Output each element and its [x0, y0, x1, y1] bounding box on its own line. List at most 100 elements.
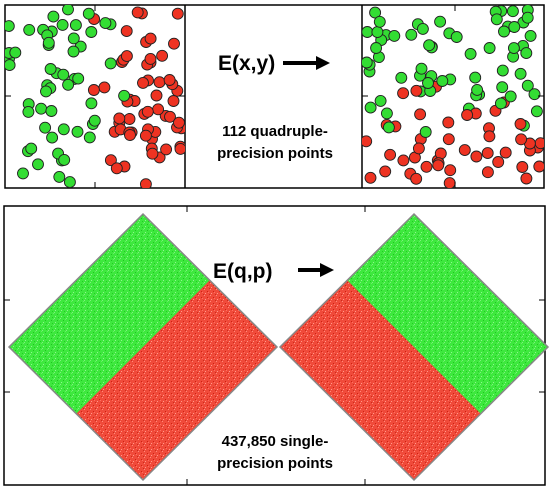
particle-disk: [442, 116, 455, 129]
bottom-tick-marks: [4, 206, 545, 485]
particle-disk: [374, 94, 387, 107]
particle-disk: [481, 166, 494, 179]
left-diamond: [7, 212, 279, 482]
particle-disk: [410, 172, 423, 185]
particle-disk: [32, 158, 44, 171]
particle-disk: [88, 114, 101, 127]
particle-disk: [388, 29, 401, 42]
particle-disk: [45, 105, 58, 117]
particle-disk: [410, 84, 423, 97]
particle-disk: [514, 67, 527, 80]
particle-disk: [72, 72, 85, 85]
particle-disk: [62, 5, 74, 16]
particle-disk: [156, 49, 169, 62]
particle-disk: [174, 142, 185, 155]
top-panel: E(x,y) 112 quadruple- precision points: [4, 4, 545, 189]
bottom-caption-line1: 437,850 single-: [222, 433, 329, 450]
particle-disk: [104, 154, 117, 167]
particle-disk: [397, 154, 410, 167]
particle-disk: [153, 76, 166, 89]
particle-disk: [5, 59, 16, 72]
top-arrow-icon: [283, 56, 330, 70]
particle-disk: [450, 31, 463, 43]
particle-disk: [371, 26, 384, 39]
particle-disk: [144, 32, 157, 45]
particle-disk: [85, 97, 98, 110]
particle-disk: [164, 110, 176, 123]
bottom-caption-line2: precision points: [217, 455, 333, 472]
particle-disk: [124, 129, 136, 141]
particle-disk: [46, 131, 59, 144]
particle-disk: [379, 165, 392, 178]
particle-disk: [516, 161, 529, 173]
particle-disk: [120, 25, 133, 38]
particle-disk: [57, 123, 70, 136]
particle-disk: [434, 147, 447, 160]
particle-disk: [118, 89, 131, 102]
particle-disk: [160, 143, 173, 156]
particle-disk: [469, 71, 482, 84]
particle-disk: [395, 71, 408, 84]
particle-disk: [458, 144, 471, 157]
particle-disk: [62, 78, 75, 91]
particle-disk: [397, 87, 410, 100]
particle-disk: [444, 164, 457, 177]
particle-disk: [533, 160, 544, 173]
particle-disk: [514, 118, 527, 130]
particle-disk: [492, 156, 505, 168]
particle-disk: [384, 148, 397, 161]
particle-disk: [432, 159, 445, 172]
top-caption-line1: 112 quadruple-: [222, 123, 328, 140]
particle-disk: [499, 146, 512, 159]
particle-disk: [173, 116, 185, 129]
particle-disk: [9, 46, 22, 59]
particle-disk: [23, 23, 36, 36]
particle-disk: [494, 97, 507, 110]
particle-disk: [168, 37, 180, 50]
particle-disk: [5, 20, 15, 33]
particle-disk: [167, 95, 180, 107]
particle-disk: [146, 147, 159, 160]
particle-disk: [163, 74, 176, 86]
particle-disk: [139, 129, 152, 142]
particle-disk: [35, 102, 48, 115]
particle-disk: [152, 103, 165, 116]
particle-disk: [22, 105, 35, 118]
particle-disk: [496, 81, 509, 94]
particle-disk: [139, 178, 152, 188]
particle-disk: [436, 75, 449, 87]
particle-disk: [422, 77, 434, 89]
particle-disk: [83, 131, 96, 144]
particle-disk: [110, 162, 123, 175]
top-map-label: E(x,y): [218, 52, 275, 75]
particle-disk: [483, 42, 496, 54]
particle-disk: [470, 150, 483, 163]
particle-disk: [40, 85, 52, 98]
particle-disk: [362, 26, 374, 38]
particle-disk: [434, 15, 447, 28]
particle-disk: [420, 160, 433, 173]
particle-disk: [416, 22, 429, 35]
bottom-panel: E(q,p) 437,850 single- precision points: [3, 205, 550, 486]
particle-disk: [67, 45, 80, 58]
right-diamond: [278, 212, 550, 482]
particle-disk: [171, 7, 184, 20]
particle-disk: [423, 39, 436, 52]
particle-disk: [419, 126, 432, 138]
particle-disk: [380, 107, 393, 120]
particle-disk: [528, 88, 541, 101]
particle-disk: [85, 26, 98, 38]
particle-disk: [496, 64, 509, 77]
particle-disk: [524, 29, 537, 42]
particle-disk: [98, 81, 111, 94]
particle-disk: [442, 133, 455, 146]
particle-disk: [471, 83, 484, 96]
particle-disk: [483, 130, 496, 143]
particle-disk: [364, 171, 377, 184]
particle-disk: [87, 84, 100, 96]
top-right-scatter: [362, 5, 544, 188]
particle-disk: [464, 47, 477, 60]
particle-disk: [53, 170, 66, 183]
particle-disk: [415, 62, 428, 75]
